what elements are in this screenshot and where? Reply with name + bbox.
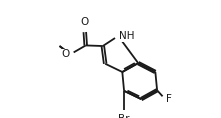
- Text: NH: NH: [119, 31, 134, 41]
- Text: O: O: [61, 49, 69, 59]
- Text: F: F: [166, 94, 171, 104]
- Text: O: O: [80, 17, 89, 27]
- Text: Br: Br: [118, 114, 130, 118]
